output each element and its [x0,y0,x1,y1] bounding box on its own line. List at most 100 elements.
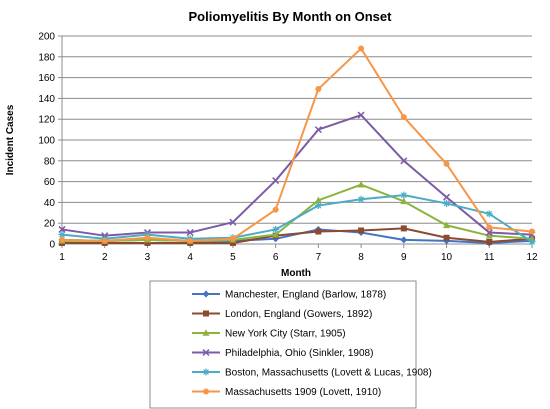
data-point [315,228,322,235]
legend-marker [202,290,210,298]
data-point [59,236,65,243]
x-tick-label: 10 [441,252,453,263]
data-point [144,239,151,246]
data-point [272,225,280,233]
data-point [357,195,365,203]
y-axis-ticks: 0 20 40 60 80 100 120 140 160 180 200 [38,32,55,251]
legend-marker [202,348,210,357]
x-tick-label: 12 [526,252,538,263]
x-tick-label: 4 [187,252,193,263]
x-tick-label: 6 [273,252,279,263]
series-line [62,227,533,244]
data-point [272,177,280,185]
data-point [443,221,451,229]
data-point [443,199,451,207]
data-point [101,237,108,244]
data-point [485,210,493,218]
data-point [443,160,450,167]
x-tick-label: 1 [59,252,65,263]
series-line [61,47,533,242]
legend: Manchester, England (Barlow, 1878) London… [149,280,432,409]
y-tick-label: 160 [38,73,55,84]
x-tick-label: 8 [358,252,364,263]
data-point [314,126,322,134]
legend-item: Boston, Massachusetts (Lovett & Lucas, 1… [192,368,432,379]
data-point [528,238,536,246]
data-point [400,114,407,121]
series-line [61,194,533,243]
legend-label: Manchester, England (Barlow, 1878) [225,290,386,301]
data-point [529,228,535,235]
chart-title: Poliomyelitis By Month on Onset [189,9,393,24]
series-5 [58,191,536,246]
data-point [400,157,408,165]
data-point [229,239,236,246]
series-line [62,183,533,242]
data-point [400,191,408,199]
grid [58,35,533,248]
legend-marker [202,368,210,376]
data-point [400,236,408,244]
data-point [315,86,322,93]
legend-label: Massachusetts 1909 (Lovett, 1910) [225,387,381,398]
y-tick-label: 40 [44,198,56,209]
data-point [485,229,493,237]
data-point [314,196,322,204]
data-point [358,227,365,234]
y-tick-label: 60 [44,177,56,188]
data-point [144,234,151,241]
y-tick-label: 140 [38,94,55,105]
data-point [358,45,365,52]
x-tick-label: 5 [230,252,236,263]
data-point [357,111,365,119]
y-tick-label: 100 [38,136,55,147]
y-tick-label: 0 [49,240,55,251]
data-point [229,218,237,226]
x-tick-label: 3 [145,252,151,263]
data-point [357,180,365,188]
x-tick-label: 7 [316,252,322,263]
legend-marker [203,310,209,317]
data-point [486,224,493,231]
legend-label: London, England (Gowers, 1892) [225,309,372,320]
x-axis-ticks: 1 2 3 4 5 6 7 8 9 10 11 12 [59,252,538,263]
y-tick-label: 200 [38,32,55,43]
legend-marker [202,329,210,336]
data-point [272,230,280,238]
x-tick-label: 9 [401,252,407,263]
data-point [229,235,236,242]
legend-item: Manchester, England (Barlow, 1878) [192,290,386,301]
y-tick-label: 180 [38,52,55,63]
series-line [61,114,533,237]
x-axis-label: Month [281,268,311,279]
series-6 [59,45,535,244]
data-point [272,206,279,213]
x-tick-label: 11 [484,252,495,263]
data-point [186,229,194,237]
y-tick-label: 120 [38,115,55,126]
data-point [143,231,151,239]
data-point [58,225,66,233]
data-point [485,231,493,239]
legend-marker [203,388,209,395]
data-point [314,202,322,210]
y-tick-label: 80 [44,156,56,167]
legend-box [149,280,417,409]
data-point [400,197,408,205]
data-point [400,225,407,232]
data-point [187,237,194,244]
legend-label: New York City (Starr, 1905) [225,329,346,340]
legend-item: Philadelphia, Ohio (Sinkler, 1908) [192,348,373,359]
data-point [443,234,450,241]
legend-label: Philadelphia, Ohio (Sinkler, 1908) [225,348,373,359]
series [58,45,536,247]
data-point [443,193,451,201]
legend-label: Boston, Massachusetts (Lovett & Lucas, 1… [225,368,432,379]
data-point [58,231,66,239]
legend-item: Massachusetts 1909 (Lovett, 1910) [192,387,381,398]
series-4 [58,111,536,240]
y-tick-label: 20 [44,219,56,230]
legend-item: New York City (Starr, 1905) [192,329,346,340]
